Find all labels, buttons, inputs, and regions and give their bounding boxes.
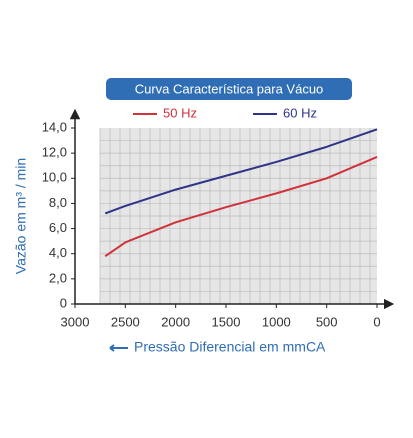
x-tick-label: 2000 [161, 314, 190, 329]
y-tick-label: 6,0 [49, 220, 67, 235]
x-label-arrow [109, 344, 128, 352]
title-box [106, 78, 352, 100]
x-tick-label: 500 [316, 314, 338, 329]
series-line [104, 128, 378, 215]
series-line [104, 155, 378, 258]
chart-title: Curva Característica para Vácuo [135, 81, 324, 96]
x-tick-label: 0 [373, 314, 380, 329]
y-tick-label: 8,0 [49, 195, 67, 210]
y-axis-label: Vazão em m³ / min [13, 158, 29, 274]
x-tick-label: 1000 [262, 314, 291, 329]
x-tick-label: 1500 [212, 314, 241, 329]
y-tick-label: 10,0 [42, 170, 67, 185]
x-axis-label: Pressão Diferencial em mmCA [134, 339, 326, 355]
y-tick-label: 12,0 [42, 145, 67, 160]
x-tick-label: 3000 [61, 314, 90, 329]
legend-label: 50 Hz [163, 105, 197, 120]
y-tick-label: 2,0 [49, 270, 67, 285]
y-tick-label: 4,0 [49, 245, 67, 260]
y-tick-label: 0 [60, 295, 67, 310]
y-tick-label: 14,0 [42, 119, 67, 134]
legend-label: 60 Hz [283, 105, 317, 120]
x-tick-label: 2500 [111, 314, 140, 329]
